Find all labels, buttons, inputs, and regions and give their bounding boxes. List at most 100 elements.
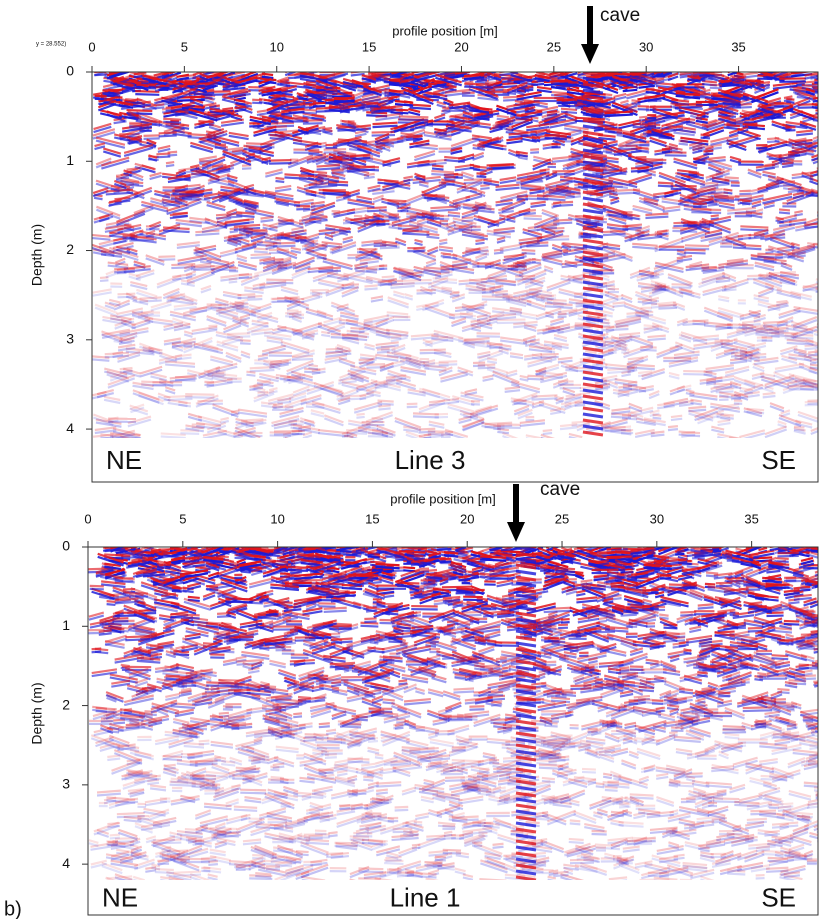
texture-stroke: [736, 329, 744, 330]
texture-stroke: [733, 247, 761, 249]
texture-stroke: [275, 186, 291, 189]
texture-stroke: [816, 78, 833, 85]
texture-stroke: [708, 205, 719, 206]
texture-stroke: [431, 171, 454, 172]
texture-stroke: [229, 282, 237, 283]
texture-stroke: [677, 170, 697, 172]
texture-stroke: [263, 260, 274, 262]
texture-stroke: [531, 205, 546, 207]
texture-stroke: [240, 343, 251, 344]
texture-stroke: [181, 283, 195, 285]
texture-stroke: [717, 417, 734, 419]
texture-stroke: [651, 435, 665, 437]
texture-stroke: [106, 193, 133, 195]
texture-stroke: [328, 184, 348, 185]
texture-stroke: [603, 234, 626, 235]
texture-stroke: [135, 94, 159, 95]
texture-stroke: [718, 299, 729, 301]
texture-stroke: [190, 86, 218, 87]
texture-stroke: [313, 103, 325, 104]
texture-stroke: [346, 155, 373, 156]
texture-stroke: [439, 243, 447, 245]
texture-stroke: [631, 170, 649, 171]
texture-stroke: [733, 107, 752, 108]
texture-stroke: [816, 75, 833, 82]
texture-stroke: [609, 196, 617, 198]
texture-stroke: [688, 407, 706, 409]
texture-stroke: [805, 224, 819, 225]
texture-stroke: [646, 109, 656, 110]
texture-stroke: [715, 200, 734, 201]
texture-stroke: [391, 286, 415, 288]
texture-stroke: [308, 154, 322, 156]
texture-stroke: [343, 240, 353, 243]
texture-stroke: [227, 336, 250, 337]
texture-stroke: [742, 203, 752, 204]
texture-stroke: [818, 81, 833, 85]
texture-stroke: [406, 139, 422, 140]
texture-stroke: [377, 141, 404, 143]
texture-stroke: [344, 439, 353, 440]
texture-stroke: [483, 376, 494, 378]
texture-stroke: [118, 297, 136, 298]
texture-stroke: [439, 247, 453, 249]
texture-stroke: [531, 259, 540, 261]
texture-stroke: [204, 374, 226, 375]
texture-stroke: [653, 415, 662, 416]
texture-stroke: [558, 98, 587, 99]
texture-stroke: [510, 308, 522, 310]
texture-stroke: [620, 101, 628, 103]
texture-stroke: [719, 203, 735, 206]
texture-stroke: [116, 178, 129, 179]
texture-stroke: [546, 326, 555, 327]
texture-stroke: [601, 329, 628, 330]
texture-stroke: [658, 305, 677, 306]
texture-stroke: [520, 379, 529, 381]
texture-stroke: [177, 242, 200, 245]
texture-stroke: [164, 399, 193, 400]
texture-stroke: [817, 215, 833, 217]
texture-stroke: [764, 205, 775, 207]
texture-stroke: [800, 389, 818, 390]
texture-stroke: [136, 85, 156, 86]
texture-stroke: [324, 132, 332, 134]
texture-stroke: [633, 124, 661, 125]
texture-stroke: [364, 344, 374, 347]
texture-stroke: [818, 437, 830, 438]
texture-stroke: [118, 345, 135, 348]
texture-stroke: [193, 266, 214, 267]
texture-stroke: [178, 402, 187, 403]
texture-stroke: [403, 283, 432, 284]
texture-stroke: [472, 329, 481, 331]
texture-stroke: [308, 151, 322, 153]
texture-stroke: [796, 131, 813, 133]
texture-stroke: [763, 393, 776, 394]
texture-stroke: [266, 247, 275, 249]
texture-stroke: [220, 421, 228, 423]
texture-stroke: [657, 406, 674, 408]
texture-stroke: [419, 184, 428, 186]
texture-stroke: [767, 138, 779, 139]
texture-stroke: [179, 78, 195, 79]
texture-stroke: [364, 347, 374, 350]
texture-stroke: [432, 165, 443, 166]
texture-stroke: [703, 154, 713, 155]
texture-stroke: [485, 82, 501, 83]
texture-stroke: [613, 302, 626, 303]
texture-stroke: [482, 299, 510, 300]
texture-stroke: [378, 180, 399, 182]
texture-stroke: [114, 121, 127, 123]
texture-stroke: [285, 438, 314, 447]
texture-stroke: [575, 405, 586, 406]
texture-stroke: [120, 368, 133, 369]
texture-stroke: [632, 247, 657, 249]
texture-stroke: [175, 355, 191, 357]
texture-stroke: [475, 243, 484, 244]
texture-stroke: [530, 149, 539, 150]
texture-stroke: [105, 353, 129, 354]
texture-stroke: [621, 374, 630, 376]
texture-stroke: [364, 177, 375, 178]
texture-stroke: [403, 430, 418, 432]
texture-stroke: [503, 97, 524, 98]
